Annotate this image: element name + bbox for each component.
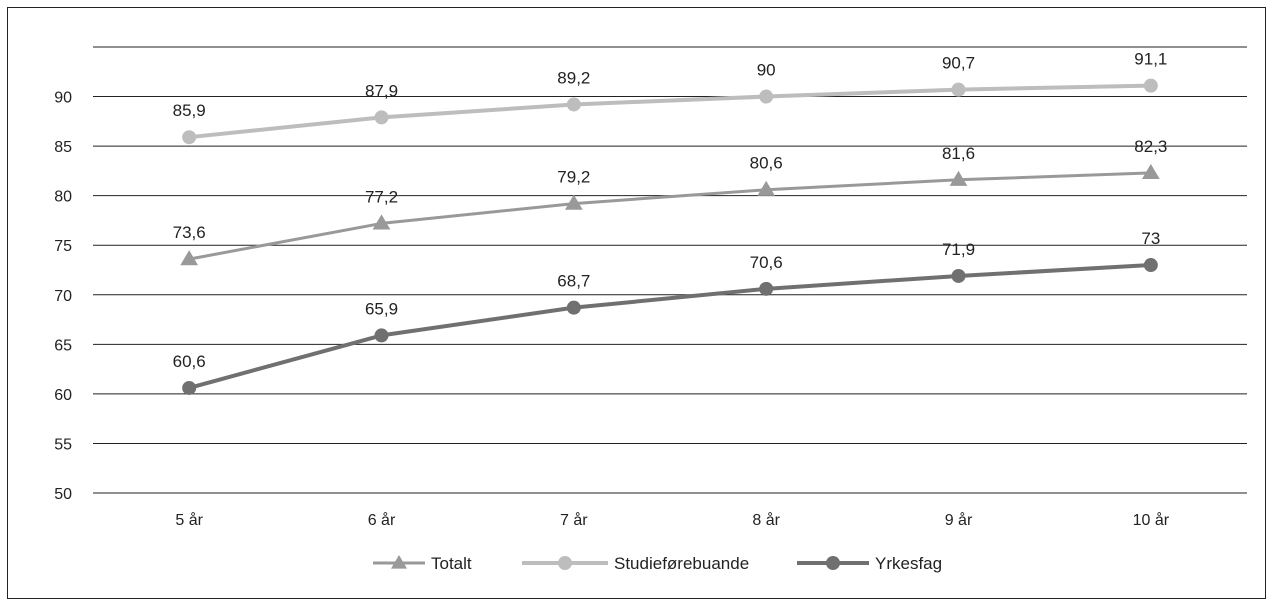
legend-label: Studieførebuande (614, 554, 749, 573)
series-studieforebuande: 85,9 87,9 89,2 90 90,7 91,1 (173, 50, 1167, 145)
data-point-marker (564, 194, 583, 210)
data-point-marker (1143, 258, 1158, 273)
data-label: 80,6 (750, 154, 783, 173)
data-label: 71,9 (942, 240, 975, 259)
series-line-totalt (188, 171, 1151, 261)
data-point-marker (949, 170, 968, 186)
legend-marker (826, 556, 840, 570)
data-point-marker (566, 97, 581, 112)
data-label: 79,2 (557, 168, 590, 187)
grid-lines (93, 46, 1247, 494)
x-tick-label: 7 år (560, 511, 588, 529)
y-tick-label: 50 (54, 486, 72, 503)
x-tick-label: 10 år (1133, 511, 1170, 529)
y-tick-label: 65 (54, 337, 72, 354)
data-label: 65,9 (365, 299, 398, 318)
data-label: 60,6 (173, 352, 206, 371)
data-point-marker (180, 250, 199, 266)
legend: Totalt Studieførebuande Yrkesfag (373, 554, 942, 573)
data-point-marker (951, 268, 966, 283)
data-point-marker (759, 281, 774, 296)
series-totalt: 73,6 77,2 79,2 80,6 81,6 82,3 (173, 137, 1167, 266)
y-tick-label: 75 (54, 238, 72, 255)
x-tick-label: 6 år (368, 511, 396, 529)
data-point-marker (951, 82, 966, 97)
data-label: 82,3 (1134, 137, 1167, 156)
data-point-marker (182, 380, 197, 395)
series-line-yrkesfag (188, 263, 1151, 390)
y-tick-label: 60 (54, 387, 72, 404)
y-tick-label: 55 (54, 436, 72, 453)
legend-item-studieforebuande: Studieførebuande (522, 554, 749, 573)
x-tick-label: 8 år (752, 511, 780, 529)
legend-item-totalt: Totalt (373, 554, 472, 573)
legend-marker (391, 555, 407, 569)
legend-item-yrkesfag: Yrkesfag (797, 554, 942, 573)
series-yrkesfag: 60,6 65,9 68,7 70,6 71,9 73 (173, 229, 1160, 395)
data-point-marker (759, 89, 774, 104)
data-label: 89,2 (557, 68, 590, 87)
y-tick-label: 70 (54, 288, 72, 305)
x-axis: 5 år 6 år 7 år 8 år 9 år 10 år (175, 511, 1169, 529)
data-label: 77,2 (365, 187, 398, 206)
data-point-marker (182, 130, 197, 145)
y-tick-label: 90 (54, 90, 72, 107)
data-point-marker (374, 328, 389, 343)
legend-label: Yrkesfag (875, 554, 942, 573)
data-label: 81,6 (942, 144, 975, 163)
data-point-marker (757, 180, 776, 196)
x-tick-label: 9 år (945, 511, 973, 529)
legend-marker (558, 556, 572, 570)
data-point-marker (1143, 78, 1158, 93)
y-tick-label: 80 (54, 189, 72, 206)
data-label: 70,6 (750, 253, 783, 272)
data-point-marker (1141, 163, 1160, 179)
data-label: 87,9 (365, 81, 398, 100)
y-tick-label: 85 (54, 139, 72, 156)
data-label: 73 (1141, 229, 1160, 248)
data-point-marker (372, 214, 391, 230)
data-point-marker (566, 300, 581, 315)
series-line-studieforebuande (188, 83, 1151, 140)
data-label: 68,7 (557, 272, 590, 291)
y-axis: 50 55 60 65 70 75 80 85 90 (54, 90, 72, 503)
data-label: 73,6 (173, 223, 206, 242)
series-layer: 73,6 77,2 79,2 80,6 81,6 82,3 85,9 87,9 89,2 90 90… (173, 50, 1167, 395)
data-label: 90 (757, 61, 776, 80)
data-label: 91,1 (1134, 50, 1167, 69)
data-point-marker (374, 110, 389, 125)
x-tick-label: 5 år (175, 511, 203, 529)
data-label: 90,7 (942, 54, 975, 73)
legend-label: Totalt (431, 554, 472, 573)
data-label: 85,9 (173, 101, 206, 120)
